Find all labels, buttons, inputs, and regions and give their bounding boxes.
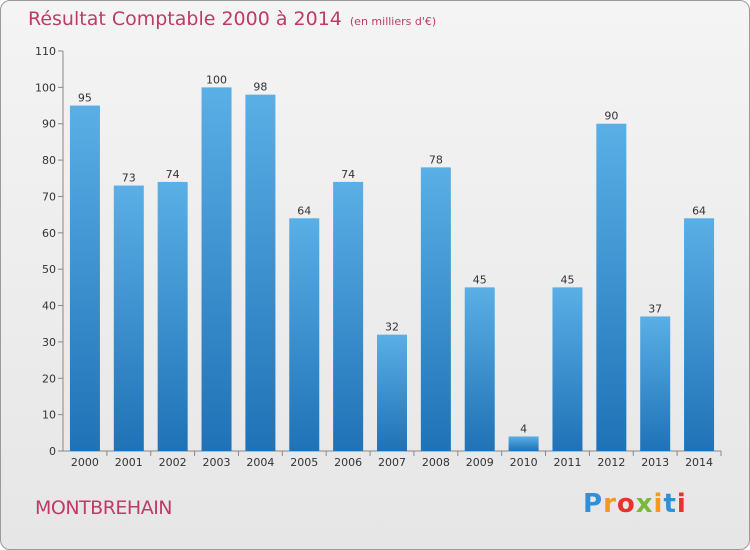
y-tick-label: 90 xyxy=(42,118,56,131)
data-label: 74 xyxy=(166,168,180,181)
logo-letter: o xyxy=(616,489,636,519)
bar xyxy=(420,167,451,451)
commune-name: MONTBREHAIN xyxy=(35,497,173,519)
bar xyxy=(508,436,539,451)
data-label: 64 xyxy=(297,204,311,217)
data-label: 74 xyxy=(341,168,355,181)
logo-letter: r xyxy=(603,489,617,519)
y-tick-label: 60 xyxy=(42,227,56,240)
x-tick-label: 2000 xyxy=(71,456,99,469)
unit-note: (en milliers d'€) xyxy=(349,15,437,28)
data-label: 37 xyxy=(648,302,662,315)
logo-letter: i xyxy=(653,489,664,519)
logo-letter: P xyxy=(583,489,604,519)
y-tick-label: 80 xyxy=(42,154,56,167)
title-text: Résultat Comptable 2000 à 2014 xyxy=(28,8,342,30)
y-tick-label: 110 xyxy=(35,45,56,58)
bar xyxy=(596,123,627,452)
x-tick-label: 2006 xyxy=(334,456,362,469)
logo-letter: t xyxy=(663,489,677,519)
x-tick-label: 2011 xyxy=(553,456,581,469)
data-label: 100 xyxy=(206,73,227,86)
y-tick-label: 20 xyxy=(42,372,56,385)
data-label: 32 xyxy=(385,321,399,334)
x-tick-label: 2003 xyxy=(203,456,231,469)
data-label: 45 xyxy=(473,273,487,286)
x-tick-label: 2004 xyxy=(246,456,274,469)
x-tick-label: 2010 xyxy=(510,456,538,469)
data-label: 78 xyxy=(429,153,443,166)
bar xyxy=(377,334,407,451)
data-label: 90 xyxy=(604,110,618,123)
x-tick-label: 2013 xyxy=(641,456,669,469)
y-tick-label: 50 xyxy=(42,263,56,276)
x-tick-label: 2007 xyxy=(378,456,406,469)
proxiti-logo: Proxiti xyxy=(583,489,687,519)
bar xyxy=(640,316,671,451)
x-tick-label: 2014 xyxy=(685,456,713,469)
x-tick-label: 2009 xyxy=(466,456,494,469)
bar xyxy=(245,94,276,452)
bar xyxy=(464,287,495,451)
x-tick-label: 2005 xyxy=(290,456,318,469)
y-tick-label: 100 xyxy=(35,81,56,94)
x-tick-label: 2012 xyxy=(597,456,625,469)
data-label: 73 xyxy=(122,172,136,185)
y-tick-label: 10 xyxy=(42,409,56,422)
data-label: 64 xyxy=(692,204,706,217)
logo-letter: i xyxy=(676,489,687,519)
chart-title: Résultat Comptable 2000 à 2014 (en millie… xyxy=(28,8,436,30)
logo-letter: x xyxy=(635,489,654,519)
bar xyxy=(684,218,715,451)
y-tick-label: 0 xyxy=(49,445,56,458)
y-tick-label: 40 xyxy=(42,300,56,313)
bar xyxy=(289,218,320,451)
data-label: 45 xyxy=(560,273,574,286)
bar xyxy=(201,87,232,451)
y-tick-label: 30 xyxy=(42,336,56,349)
data-label: 98 xyxy=(253,81,267,94)
bar xyxy=(69,105,100,451)
x-tick-label: 2008 xyxy=(422,456,450,469)
y-tick-label: 70 xyxy=(42,190,56,203)
x-tick-label: 2001 xyxy=(115,456,143,469)
x-tick-label: 2002 xyxy=(159,456,187,469)
bar xyxy=(552,287,583,451)
bar xyxy=(157,181,188,451)
data-label: 95 xyxy=(78,92,92,105)
data-label: 4 xyxy=(520,422,527,435)
bar xyxy=(333,181,364,451)
bar xyxy=(113,185,144,451)
